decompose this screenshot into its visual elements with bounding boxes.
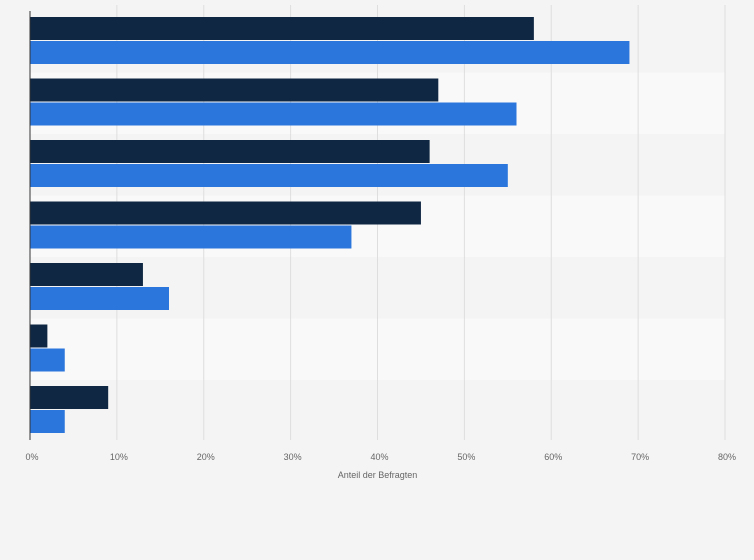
bar [30,201,421,225]
x-axis-title: Anteil der Befragten [338,470,418,480]
bar [30,225,352,249]
bars [30,17,630,433]
bar [30,17,534,40]
bar [30,41,630,64]
x-axis-ticks: 0% 10% 20% 30% 40% 50% 60% 70% 80% [25,452,736,462]
bar [30,164,508,187]
x-tick-label: 30% [284,452,302,462]
x-tick-label: 50% [457,452,475,462]
x-tick-label: 70% [631,452,649,462]
bar [30,348,65,372]
x-tick-label: 0% [25,452,38,462]
bar [30,78,439,102]
bar [30,140,430,163]
x-tick-label: 40% [370,452,388,462]
bar [30,287,169,310]
x-tick-label: 80% [718,452,736,462]
bar [30,386,109,409]
x-tick-label: 60% [544,452,562,462]
bar [30,263,143,286]
bar [30,410,65,433]
bar [30,102,517,126]
bar [30,324,48,348]
x-tick-label: 20% [197,452,215,462]
x-tick-label: 10% [110,452,128,462]
